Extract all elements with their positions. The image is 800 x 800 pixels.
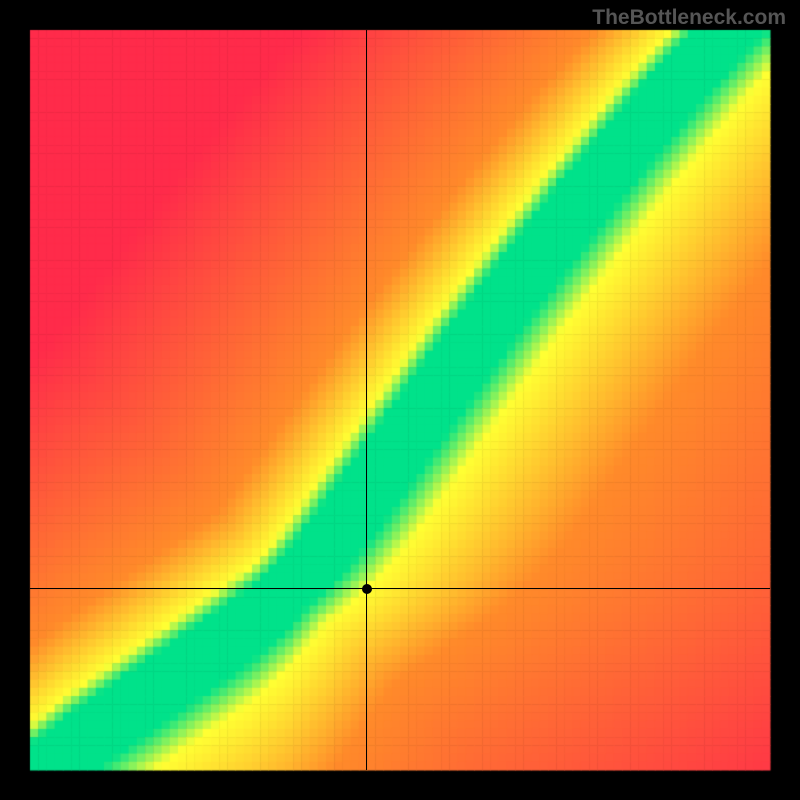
crosshair-vertical <box>366 30 367 770</box>
chart-container: TheBottleneck.com <box>0 0 800 800</box>
crosshair-horizontal <box>30 588 770 589</box>
watermark-text: TheBottleneck.com <box>592 6 786 30</box>
bottleneck-heatmap <box>0 0 800 800</box>
crosshair-marker <box>362 584 372 594</box>
